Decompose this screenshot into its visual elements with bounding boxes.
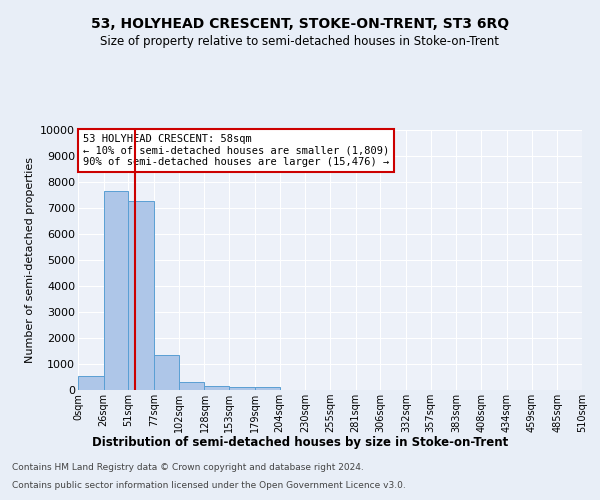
Y-axis label: Number of semi-detached properties: Number of semi-detached properties [25, 157, 35, 363]
Text: 53, HOLYHEAD CRESCENT, STOKE-ON-TRENT, ST3 6RQ: 53, HOLYHEAD CRESCENT, STOKE-ON-TRENT, S… [91, 18, 509, 32]
Bar [154, 354, 179, 390]
Bar [229, 386, 255, 390]
Text: 53 HOLYHEAD CRESCENT: 58sqm
← 10% of semi-detached houses are smaller (1,809)
90: 53 HOLYHEAD CRESCENT: 58sqm ← 10% of sem… [83, 134, 389, 167]
Text: Size of property relative to semi-detached houses in Stoke-on-Trent: Size of property relative to semi-detach… [101, 35, 499, 48]
Bar [205, 386, 229, 390]
Bar [78, 376, 104, 390]
Bar [179, 382, 205, 390]
Text: Contains public sector information licensed under the Open Government Licence v3: Contains public sector information licen… [12, 481, 406, 490]
Bar [128, 200, 154, 390]
Bar [255, 388, 280, 390]
Bar [104, 191, 128, 390]
Text: Distribution of semi-detached houses by size in Stoke-on-Trent: Distribution of semi-detached houses by … [92, 436, 508, 449]
Text: Contains HM Land Registry data © Crown copyright and database right 2024.: Contains HM Land Registry data © Crown c… [12, 464, 364, 472]
